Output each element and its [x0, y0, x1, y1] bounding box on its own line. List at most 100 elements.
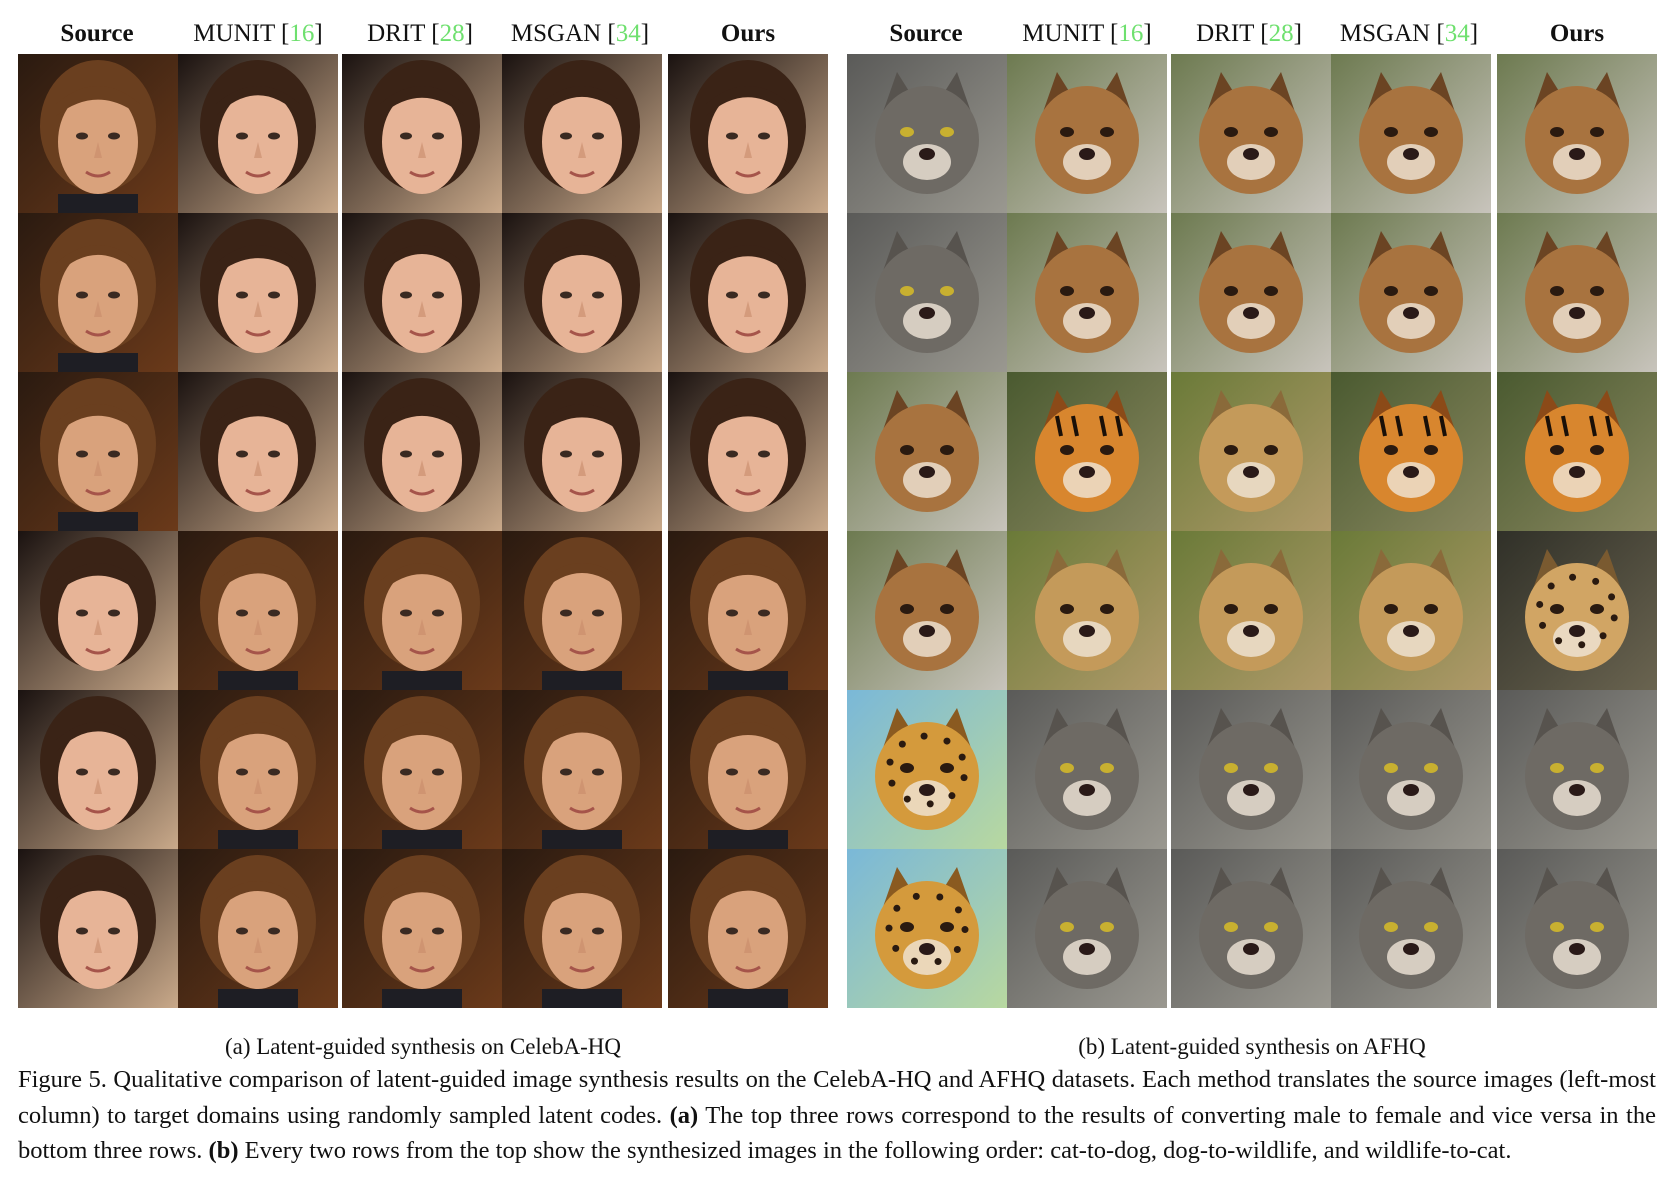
panel-b-image-grid	[847, 54, 1657, 1008]
leopard-image	[847, 690, 1007, 849]
female-face-image	[18, 531, 178, 690]
female-face-image	[502, 54, 662, 213]
image-cell	[18, 213, 178, 372]
male-face-image	[502, 849, 662, 1008]
dog-image	[1331, 54, 1491, 213]
image-cell	[178, 54, 338, 213]
image-cell	[18, 849, 178, 1008]
image-cell	[1497, 372, 1657, 531]
male-face-image	[18, 372, 178, 531]
female-face-image	[178, 54, 338, 213]
subcaption-a: (a) Latent-guided synthesis on CelebA-HQ	[224, 1034, 621, 1059]
image-cell	[342, 849, 502, 1008]
image-cell	[1497, 690, 1657, 849]
female-face-image	[342, 213, 502, 372]
image-cell	[847, 54, 1007, 213]
female-face-image	[342, 372, 502, 531]
tiger-image	[1331, 372, 1491, 531]
image-cell	[1497, 213, 1657, 372]
image-cell	[18, 372, 178, 531]
cat-image	[1007, 690, 1167, 849]
image-cell	[178, 690, 338, 849]
image-cell	[1171, 372, 1331, 531]
image-cell	[502, 54, 662, 213]
image-cell	[847, 213, 1007, 372]
lion-image	[1171, 531, 1331, 690]
cat-image	[1171, 849, 1331, 1008]
image-cell	[342, 213, 502, 372]
image-cell	[502, 213, 662, 372]
image-cell	[18, 54, 178, 213]
image-cell	[847, 849, 1007, 1008]
dog-image	[1497, 54, 1657, 213]
header-ours: Ours	[1549, 20, 1605, 47]
cat-image	[1171, 690, 1331, 849]
header-ours: Ours	[720, 20, 776, 47]
image-cell	[1497, 54, 1657, 213]
image-cell	[1331, 849, 1491, 1008]
image-cell	[342, 531, 502, 690]
image-cell	[342, 54, 502, 213]
dog-image	[847, 372, 1007, 531]
cat-image	[1497, 690, 1657, 849]
male-face-image	[18, 54, 178, 213]
reference-link[interactable]: 16	[289, 20, 315, 47]
image-cell	[1007, 372, 1167, 531]
reference-link[interactable]: 28	[1268, 20, 1294, 47]
female-face-image	[502, 213, 662, 372]
image-cell	[1171, 213, 1331, 372]
female-face-image	[18, 849, 178, 1008]
image-cell	[1497, 531, 1657, 690]
image-cell	[1331, 54, 1491, 213]
header-munit: MUNIT [16]	[193, 20, 323, 47]
female-face-image	[502, 372, 662, 531]
image-cell	[342, 372, 502, 531]
male-face-image	[342, 531, 502, 690]
female-face-image	[668, 213, 828, 372]
image-cell	[1171, 690, 1331, 849]
image-cell	[668, 690, 828, 849]
image-cell	[847, 690, 1007, 849]
dog-image	[1497, 213, 1657, 372]
image-cell	[668, 372, 828, 531]
reference-link[interactable]: 28	[439, 20, 465, 47]
reference-link[interactable]: 34	[1444, 20, 1470, 47]
image-cell	[1007, 531, 1167, 690]
panel-b-column-headers: Source MUNIT [16] DRIT [28] MSGAN [34] O…	[847, 14, 1657, 54]
female-face-image	[342, 54, 502, 213]
male-face-image	[178, 690, 338, 849]
image-cell	[1007, 213, 1167, 372]
male-face-image	[502, 690, 662, 849]
female-face-image	[668, 54, 828, 213]
tiger-image	[1497, 372, 1657, 531]
male-face-image	[178, 531, 338, 690]
image-cell	[1331, 690, 1491, 849]
image-cell	[342, 690, 502, 849]
image-cell	[1171, 849, 1331, 1008]
image-cell	[1331, 531, 1491, 690]
female-face-image	[18, 690, 178, 849]
male-face-image	[342, 690, 502, 849]
image-cell	[502, 690, 662, 849]
image-cell	[502, 531, 662, 690]
lion-image	[1007, 531, 1167, 690]
cat-image	[1497, 849, 1657, 1008]
leopard-image	[847, 849, 1007, 1008]
lion-image	[1171, 372, 1331, 531]
male-face-image	[18, 213, 178, 372]
male-face-image	[668, 849, 828, 1008]
dog-image	[1007, 213, 1167, 372]
dog-image	[1331, 213, 1491, 372]
image-cell	[1331, 372, 1491, 531]
cheetah-image	[1497, 531, 1657, 690]
reference-link[interactable]: 34	[615, 20, 641, 47]
image-cell	[668, 531, 828, 690]
male-face-image	[668, 531, 828, 690]
header-source: Source	[60, 20, 134, 47]
female-face-image	[668, 372, 828, 531]
image-cell	[1171, 531, 1331, 690]
reference-link[interactable]: 16	[1118, 20, 1144, 47]
dog-image	[847, 531, 1007, 690]
image-cell	[502, 849, 662, 1008]
